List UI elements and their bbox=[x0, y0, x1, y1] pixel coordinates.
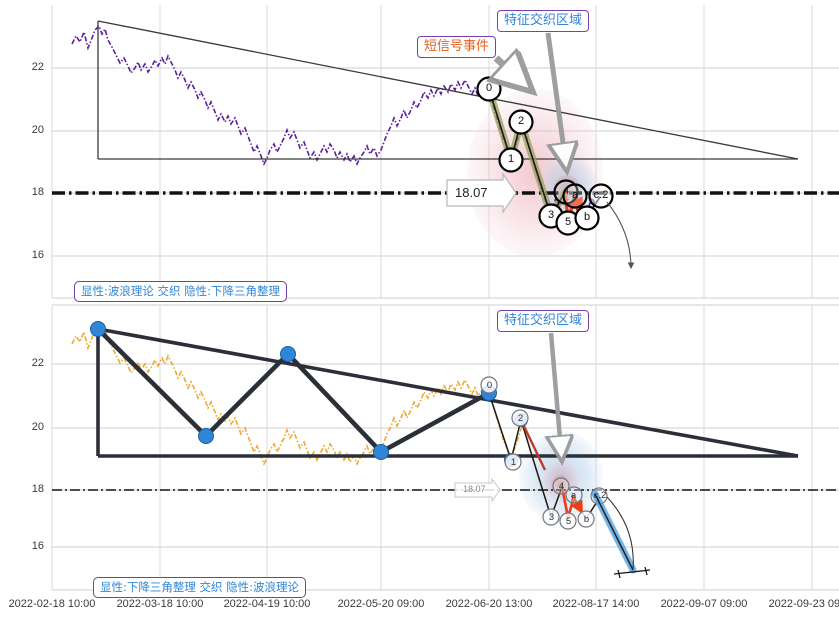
lower-wave-label-5: 5 bbox=[565, 516, 572, 527]
upper-wave-label-5: 5 bbox=[564, 216, 572, 228]
lower-wave-label-2: 2 bbox=[517, 413, 524, 424]
upper-grid-horizontal bbox=[52, 67, 839, 257]
lower-support-price-label: 18.07 bbox=[463, 484, 486, 494]
lower-projection-curve bbox=[606, 496, 634, 571]
lower-wave-label-b: b bbox=[583, 514, 590, 525]
lower-projection-target bbox=[613, 566, 651, 579]
upper-support-price-label: 18.07 bbox=[455, 185, 488, 200]
annotation-feature-interweave-zone-upper[interactable]: 特征交织区域 bbox=[497, 10, 590, 32]
upper-wave-label-3: 3 bbox=[547, 209, 555, 221]
annotation-feature-interweave-zone-lower[interactable]: 特征交织区域 bbox=[497, 310, 590, 332]
lower-zone-arrow bbox=[551, 332, 562, 462]
upper-event-arrow bbox=[496, 58, 533, 92]
upper-ytick-16: 16 bbox=[31, 249, 44, 261]
lower-panel bbox=[51, 304, 839, 591]
upper-wave-label-b: b bbox=[583, 211, 591, 223]
lower-wave-label-1: 1 bbox=[510, 457, 517, 468]
lower-ytick-20: 20 bbox=[31, 421, 44, 433]
xtick-2: 2022-04-19 10:00 bbox=[223, 598, 311, 610]
xtick-6: 2022-09-07 09:00 bbox=[660, 598, 748, 610]
lower-wave-label-a: a bbox=[570, 490, 577, 501]
lower-price-series bbox=[71, 324, 548, 505]
upper-wave-label-c2: c.2 bbox=[593, 189, 609, 201]
upper-ytick-22: 22 bbox=[31, 61, 44, 73]
xtick-5: 2022-08-17 14:00 bbox=[552, 598, 640, 610]
upper-triangle-overlay bbox=[97, 20, 799, 160]
lower-wave-label-4: 4 bbox=[558, 481, 565, 492]
lower-legend[interactable]: 显性:下降三角整理 交织 隐性:波浪理论 bbox=[93, 577, 307, 598]
lower-wave-markers bbox=[480, 376, 608, 530]
lower-ytick-16: 16 bbox=[31, 540, 44, 552]
lower-projection-ray-core bbox=[594, 493, 634, 571]
upper-wave-label-2: 2 bbox=[517, 115, 525, 127]
xtick-1: 2022-03-18 10:00 bbox=[116, 598, 204, 610]
lower-grid-vertical bbox=[51, 305, 813, 590]
upper-panel bbox=[51, 5, 839, 299]
xtick-0: 2022-02-18 10:00 bbox=[8, 598, 96, 610]
upper-projection-arrow bbox=[606, 201, 635, 270]
upper-wave-label-a: a bbox=[571, 189, 579, 201]
upper-ytick-20: 20 bbox=[31, 124, 44, 136]
upper-ytick-18: 18 bbox=[31, 186, 44, 198]
lower-wave-label-3: 3 bbox=[548, 512, 555, 523]
xtick-7: 2022-09-23 09:00 bbox=[768, 598, 839, 610]
upper-wave-label-1: 1 bbox=[507, 153, 515, 165]
lower-abc-zigzag bbox=[560, 486, 585, 518]
lower-wave-label-c2: c.2 bbox=[593, 490, 607, 501]
upper-wave-label-0: 0 bbox=[485, 82, 493, 94]
lower-wave-label-0: 0 bbox=[486, 380, 493, 391]
upper-support-callout bbox=[446, 172, 517, 214]
annotation-short-signal-event[interactable]: 短信号事件 bbox=[417, 36, 497, 58]
lower-triangle-overlay bbox=[96, 327, 799, 458]
upper-legend[interactable]: 显性:波浪理论 交织 隐性:下降三角整理 bbox=[74, 281, 288, 302]
upper-wave-label-4: 4 bbox=[562, 185, 570, 197]
xtick-4: 2022-06-20 13:00 bbox=[445, 598, 533, 610]
lower-wave-path-red bbox=[519, 419, 547, 471]
lower-ytick-18: 18 bbox=[31, 483, 44, 495]
xtick-3: 2022-05-20 09:00 bbox=[337, 598, 425, 610]
lower-support-callout bbox=[454, 477, 501, 503]
lower-ytick-22: 22 bbox=[31, 357, 44, 369]
upper-zone-arrow bbox=[548, 32, 567, 172]
